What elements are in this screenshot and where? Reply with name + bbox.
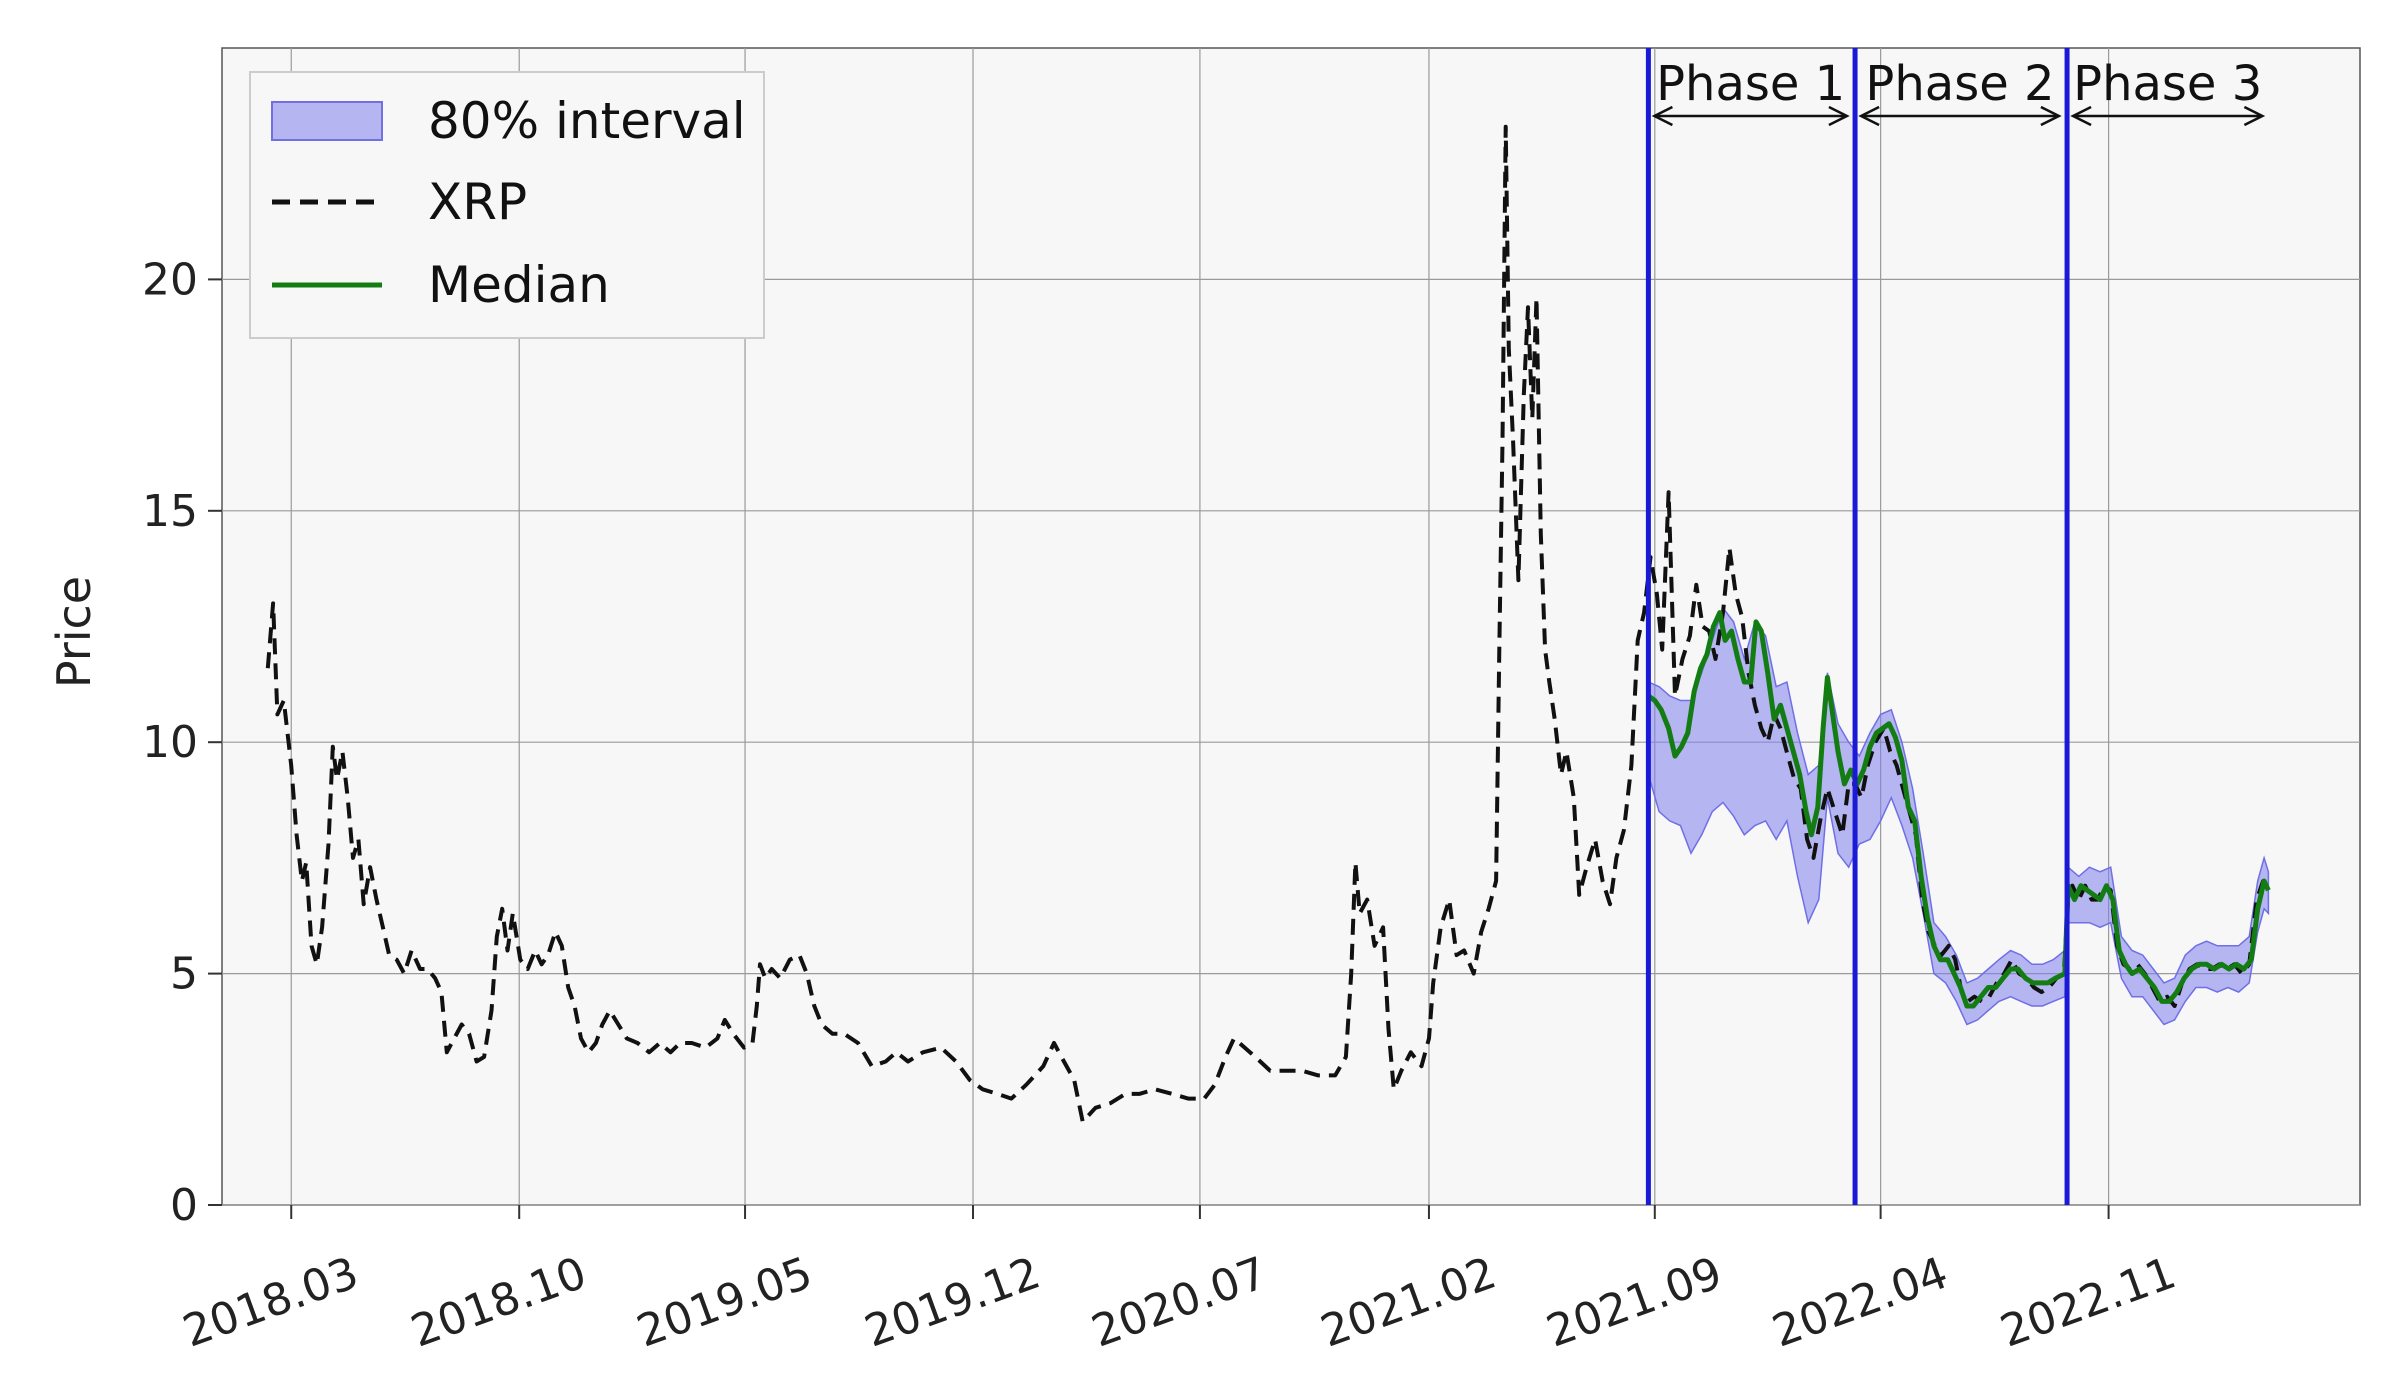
x-tick-label: 2020.07 bbox=[1085, 1247, 1273, 1357]
y-axis-title: Price bbox=[47, 576, 101, 688]
legend-label-xrp: XRP bbox=[428, 173, 527, 231]
grid-lines bbox=[222, 48, 2360, 1206]
phase-label: Phase 1 bbox=[1656, 56, 1845, 112]
legend-swatch-band bbox=[271, 101, 383, 141]
phase-arrow-head-left bbox=[2070, 105, 2092, 127]
phase-arrow-head-left bbox=[1651, 105, 1673, 127]
median-line bbox=[1646, 610, 2271, 1009]
x-tick-label: 2021.09 bbox=[1540, 1247, 1728, 1357]
phase-arrow-head-right bbox=[2040, 105, 2062, 127]
y-tick-label: 10 bbox=[142, 717, 198, 768]
x-tick-label: 2019.05 bbox=[630, 1247, 818, 1357]
y-tick-label: 0 bbox=[170, 1180, 198, 1231]
legend: 80% interval XRP Median bbox=[249, 71, 765, 339]
legend-label-band: 80% interval bbox=[428, 92, 746, 150]
phase-arrow-head-left bbox=[1858, 105, 1880, 127]
phase-label: Phase 2 bbox=[1865, 56, 2054, 112]
phase-arrow-head-right bbox=[1828, 105, 1850, 127]
x-tick-label: 2021.02 bbox=[1314, 1247, 1502, 1357]
y-tick-label: 15 bbox=[142, 486, 198, 537]
x-tick-label: 2022.04 bbox=[1766, 1247, 1954, 1357]
x-tick-label: 2022.11 bbox=[1994, 1247, 2182, 1357]
phase-arrow-head-right bbox=[2243, 105, 2266, 127]
median-line-layer bbox=[1646, 610, 2271, 1009]
phase-label: Phase 3 bbox=[2073, 56, 2262, 112]
x-tick-label: 2019.12 bbox=[858, 1247, 1046, 1357]
legend-label-median: Median bbox=[428, 256, 610, 314]
xrp-line bbox=[265, 124, 2271, 1124]
x-tick-label: 2018.03 bbox=[177, 1247, 365, 1357]
x-tick-label: 2018.10 bbox=[405, 1247, 593, 1357]
xrp-line-layer bbox=[265, 124, 2271, 1124]
y-tick-label: 5 bbox=[170, 949, 198, 1000]
phase-lines-layer: Phase 1 Phase 2 Phase 3 bbox=[1645, 48, 2266, 1205]
y-tick-label: 20 bbox=[142, 254, 198, 305]
